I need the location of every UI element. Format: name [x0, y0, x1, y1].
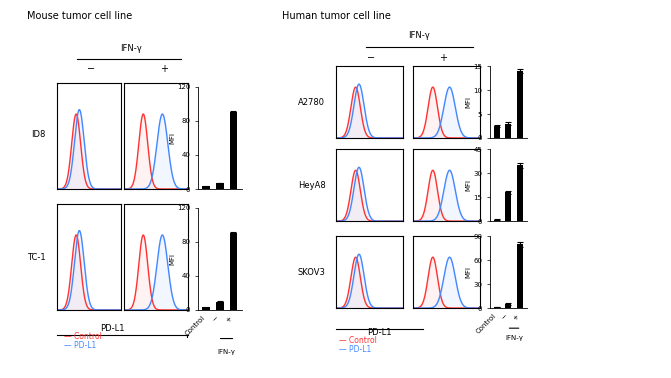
Text: TC-1: TC-1	[27, 253, 46, 262]
Bar	[203, 186, 210, 189]
Bar	[216, 302, 223, 310]
Y-axis label: MFI: MFI	[466, 266, 472, 278]
Text: ID8: ID8	[32, 130, 46, 139]
Text: −: −	[87, 64, 95, 74]
Text: Human tumor cell line: Human tumor cell line	[282, 11, 391, 21]
Text: Mouse tumor cell line: Mouse tumor cell line	[27, 11, 132, 21]
Y-axis label: MFI: MFI	[466, 179, 472, 191]
Text: IFN-γ: IFN-γ	[505, 335, 523, 341]
Text: A2780: A2780	[299, 98, 325, 107]
Text: PD-L1: PD-L1	[367, 328, 391, 337]
Text: −: −	[367, 53, 375, 63]
Text: IFN-γ: IFN-γ	[120, 44, 142, 53]
Bar	[517, 244, 523, 308]
Bar	[494, 220, 500, 221]
Bar	[505, 124, 511, 138]
Bar	[517, 165, 523, 221]
Bar	[229, 234, 237, 310]
Bar	[505, 304, 511, 308]
Bar	[216, 183, 223, 189]
Text: — Control: — Control	[339, 336, 376, 345]
Text: HeyA8: HeyA8	[298, 181, 325, 190]
Text: PD-L1: PD-L1	[101, 324, 125, 333]
Bar	[494, 307, 500, 308]
Text: — PD-L1: — PD-L1	[64, 341, 96, 350]
Y-axis label: MFI: MFI	[466, 96, 472, 108]
Text: +: +	[160, 64, 168, 74]
Y-axis label: MFI: MFI	[170, 253, 176, 265]
Text: — Control: — Control	[64, 332, 101, 341]
Text: +: +	[439, 53, 447, 63]
Bar	[494, 126, 500, 138]
Bar	[517, 71, 523, 138]
Text: — PD-L1: — PD-L1	[339, 345, 371, 354]
Text: IFN-γ: IFN-γ	[409, 31, 430, 40]
Text: SKOV3: SKOV3	[297, 268, 325, 277]
Bar	[505, 192, 511, 221]
Text: IFN-γ: IFN-γ	[217, 349, 236, 355]
Bar	[203, 307, 210, 310]
Bar	[229, 113, 237, 189]
Y-axis label: MFI: MFI	[170, 132, 176, 144]
